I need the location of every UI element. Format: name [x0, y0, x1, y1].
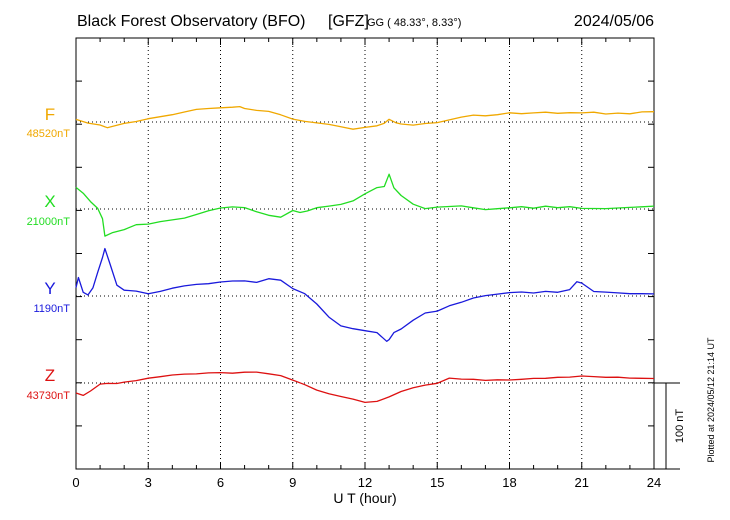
- series-line-x: [75, 173, 655, 237]
- series-name-z: Z: [45, 366, 55, 385]
- chart-title: Black Forest Observatory (BFO): [77, 13, 306, 30]
- x-tick-label: 3: [145, 475, 152, 490]
- scale-bar: 100 nT: [654, 382, 686, 470]
- date-label: 2024/05/06: [574, 13, 654, 30]
- agency-label: [GFZ]: [328, 13, 369, 30]
- x-tick-label: 9: [289, 475, 296, 490]
- coordinates-label: GG ( 48.33°, 8.33°): [367, 17, 461, 29]
- grid: [76, 38, 654, 469]
- series-name-f: F: [45, 105, 55, 124]
- series-baseline-f: 48520nT: [27, 128, 71, 140]
- series-labels: F 48520nT X 21000nT Y 1190nT Z 43730nT: [27, 105, 71, 402]
- series-line-z: [75, 371, 655, 404]
- axis-ticks: [75, 38, 655, 469]
- plotted-timestamp: Plotted at 2024/05/12 21:14 UT: [706, 337, 716, 463]
- series-lines: [75, 105, 655, 404]
- x-tick-label: 15: [430, 475, 444, 490]
- series-baseline-y: 1190nT: [34, 303, 71, 315]
- series-name-y: Y: [44, 279, 55, 298]
- x-tick-label: 12: [358, 475, 372, 490]
- x-axis-label: U T (hour): [333, 490, 396, 506]
- series-name-x: X: [44, 192, 55, 211]
- x-tick-label: 18: [502, 475, 516, 490]
- series-line-y: [75, 247, 655, 342]
- series-baseline-x: 21000nT: [27, 216, 71, 228]
- series-line-f: [75, 105, 655, 130]
- x-tick-label: 21: [575, 475, 589, 490]
- x-tick-label: 24: [647, 475, 661, 490]
- scale-bar-label: 100 nT: [674, 409, 686, 444]
- x-tick-labels: 0 3 6 9 12 15 18 21 24: [72, 475, 661, 490]
- x-tick-label: 6: [217, 475, 224, 490]
- series-baseline-z: 43730nT: [27, 390, 71, 402]
- x-tick-label: 0: [72, 475, 79, 490]
